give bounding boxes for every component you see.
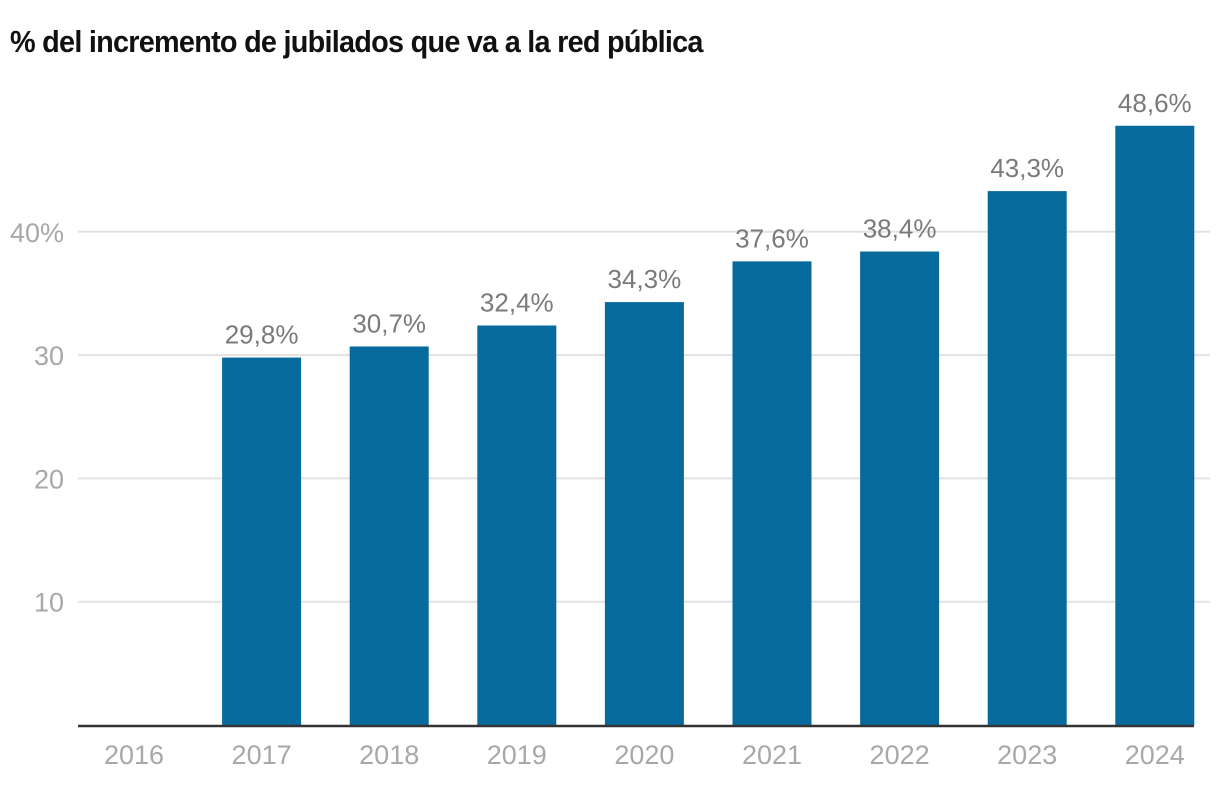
x-tick-label-2022: 2022 bbox=[870, 740, 930, 770]
bar-2022 bbox=[860, 251, 940, 725]
bar-2021 bbox=[732, 261, 812, 725]
x-tick-label-2020: 2020 bbox=[614, 740, 674, 770]
data-label-2023: 43,3% bbox=[990, 153, 1064, 183]
data-label-2019: 32,4% bbox=[480, 288, 554, 318]
y-tick-label: 10 bbox=[34, 588, 64, 618]
data-label-2021: 37,6% bbox=[735, 223, 809, 253]
data-labels: 29,8% 30,7% 32,4% 34,3% 37,6% 38,4% 43,3% 48,6% bbox=[225, 88, 1192, 350]
x-tick-label-2024: 2024 bbox=[1125, 740, 1185, 770]
x-tick-label-2018: 2018 bbox=[359, 740, 419, 770]
x-tick-label-2019: 2019 bbox=[487, 740, 547, 770]
bar-2017 bbox=[222, 357, 302, 725]
y-tick-label: 30 bbox=[34, 341, 64, 371]
data-label-2018: 30,7% bbox=[352, 308, 426, 338]
bar-2019 bbox=[477, 325, 557, 725]
bars bbox=[222, 125, 1195, 726]
chart-title: % del incremento de jubilados que va a l… bbox=[10, 24, 703, 59]
data-label-2017: 29,8% bbox=[225, 320, 299, 350]
data-label-2024: 48,6% bbox=[1118, 88, 1192, 118]
x-tick-label-2021: 2021 bbox=[742, 740, 802, 770]
bar-2018 bbox=[349, 346, 429, 725]
x-tick-label-2023: 2023 bbox=[997, 740, 1057, 770]
y-tick-label: 20 bbox=[34, 464, 64, 494]
bar-2020 bbox=[604, 302, 684, 725]
bar-2023 bbox=[987, 191, 1067, 726]
x-tick-label-2017: 2017 bbox=[232, 740, 292, 770]
x-axis: 2016 2017 2018 2019 2020 2021 2022 2023 2024 bbox=[78, 724, 1194, 770]
y-tick-label: 40% bbox=[10, 218, 64, 248]
bar-2024 bbox=[1115, 125, 1195, 725]
data-label-2020: 34,3% bbox=[608, 264, 682, 294]
x-tick-label-2016: 2016 bbox=[104, 740, 164, 770]
y-axis: 10 20 30 40% bbox=[10, 218, 64, 618]
data-label-2022: 38,4% bbox=[863, 214, 937, 244]
